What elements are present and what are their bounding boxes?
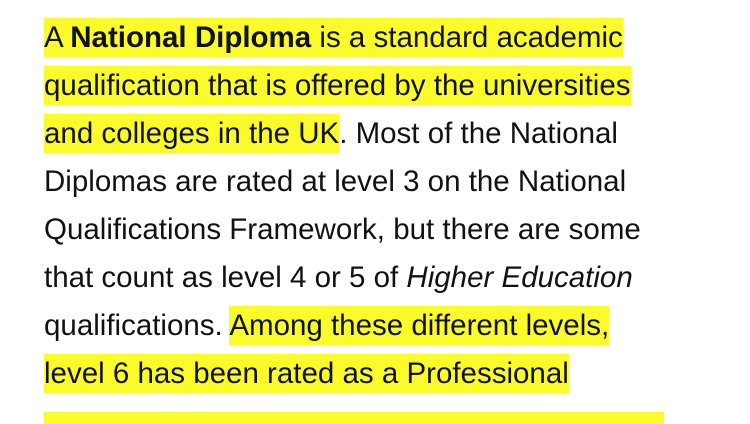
- highlighted-text: qualification that is offered by the uni…: [44, 66, 631, 105]
- highlighted-text: and colleges in the UK: [44, 114, 340, 153]
- text-segment: . Most of the National: [339, 117, 618, 150]
- text-segment: qualifications.: [44, 309, 230, 342]
- text-segment: A: [44, 21, 71, 54]
- highlighted-text: level 6 has been rated as a Professional: [44, 354, 569, 393]
- text-line: A National Diploma is a standard academi…: [44, 16, 623, 60]
- text-line: Qualifications Framework, but there are …: [44, 208, 641, 252]
- highlighted-text: A National Diploma is a standard academi…: [44, 18, 623, 57]
- text-segment: Diplomas are rated at level 3 on the Nat…: [44, 165, 627, 198]
- text-line: level 6 has been rated as a Professional: [44, 352, 569, 396]
- text-line: and colleges in the UK. Most of the Nati…: [44, 112, 618, 156]
- text-line: Diplomas are rated at level 3 on the Nat…: [44, 160, 626, 204]
- text-segment: is a standard academic: [311, 21, 623, 54]
- text-segment: that count as level 4 or 5 of: [44, 261, 407, 294]
- text-line: qualifications. Among these different le…: [44, 304, 610, 348]
- highlighted-text: Among these different levels,: [229, 306, 610, 345]
- highlight-continuation: [44, 412, 664, 424]
- text-line: qualification that is offered by the uni…: [44, 64, 631, 108]
- italic-term: Higher Education: [406, 261, 633, 294]
- bold-term: National Diploma: [70, 21, 312, 54]
- text-line: that count as level 4 or 5 of Higher Edu…: [44, 256, 633, 300]
- text-segment: Qualifications Framework, but there are …: [44, 213, 641, 246]
